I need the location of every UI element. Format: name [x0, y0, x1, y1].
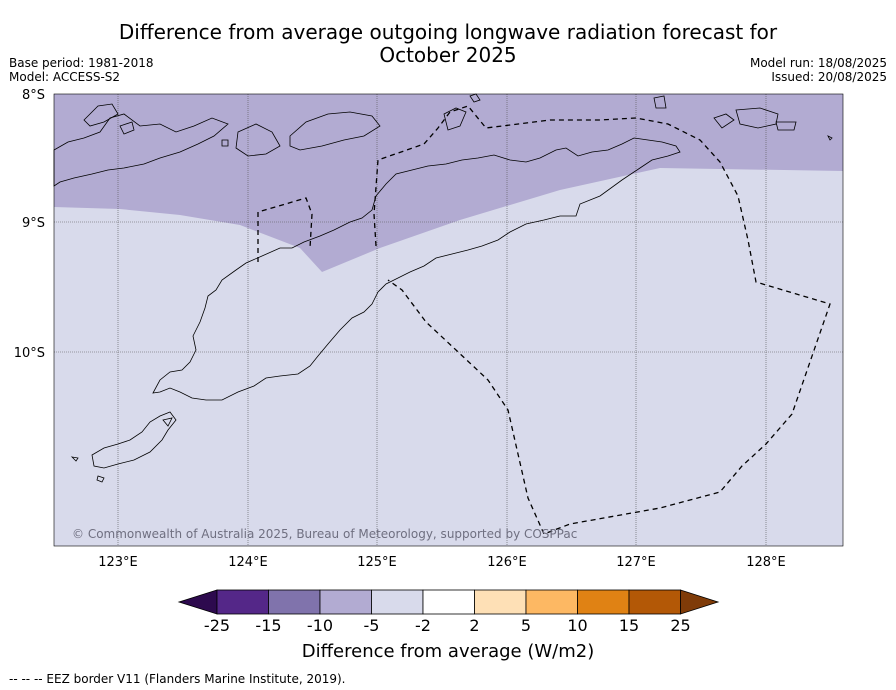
colorbar-tick: 15 [619, 616, 639, 635]
colorbar-label: Difference from average (W/m2) [301, 641, 595, 662]
model-text: Model: ACCESS-S2 [9, 70, 121, 84]
colorbar-tick: 2 [469, 616, 479, 635]
colorbar-tick: 5 [521, 616, 531, 635]
map-frame [53, 93, 844, 547]
small-islands-south [70, 417, 173, 483]
lon-label-125e: 125°E [357, 555, 397, 570]
colorbar-segment [216, 589, 269, 615]
lon-label-126e: 126°E [487, 555, 527, 570]
lon-label-127e: 127°E [616, 555, 656, 570]
colorbar-extend-high [680, 589, 720, 615]
colorbar-tick: 10 [567, 616, 587, 635]
lat-label-9s: 9°S [22, 216, 45, 231]
chart-title-line-2: October 2025 [379, 43, 517, 67]
colorbar-segment [628, 589, 681, 615]
model-run-text: Model run: 18/08/2025 [749, 56, 887, 70]
pantar-coastline [83, 103, 135, 135]
alor-islands-coastline [53, 113, 229, 187]
gridlines [54, 94, 843, 546]
small-islands-north [443, 93, 667, 131]
lat-label-8s: 8°S [22, 88, 45, 103]
lon-label-124e: 124°E [228, 555, 268, 570]
copyright-text: © Commonwealth of Australia 2025, Bureau… [72, 527, 577, 541]
colorbar-tick: -25 [204, 616, 230, 635]
wetar-coastline [289, 111, 381, 151]
colorbar-segment [371, 589, 424, 615]
leti-moa-islands [713, 107, 833, 141]
colorbar-segment [268, 589, 321, 615]
colorbar-tick: -10 [307, 616, 333, 635]
colorbar [177, 589, 720, 615]
colorbar-tick: -5 [364, 616, 380, 635]
lon-label-123e: 123°E [98, 555, 138, 570]
colorbar-segment [525, 589, 578, 615]
chart-title-line-1: Difference from average outgoing longwav… [118, 20, 778, 44]
colorbar-segment [422, 589, 475, 615]
colorbar-segment [577, 589, 630, 615]
eez-border-legend: -- -- -- EEZ border V11 (Flanders Marine… [9, 672, 346, 686]
colorbar-segment [319, 589, 372, 615]
issued-text: Issued: 20/08/2025 [771, 70, 887, 84]
anomaly-band-dark [54, 94, 843, 272]
colorbar-tick: -15 [255, 616, 281, 635]
colorbar-extend-low [177, 589, 218, 615]
base-period-text: Base period: 1981-2018 [9, 56, 154, 70]
colorbar-ticks: -25 -15 -10 -5 -2 2 5 10 15 25 [204, 616, 691, 635]
lat-label-10s: 10°S [14, 346, 45, 361]
eez-border [257, 105, 831, 535]
rote-island-coastline [91, 411, 177, 469]
timor-coastline [152, 137, 681, 401]
colorbar-segment [474, 589, 527, 615]
lon-label-128e: 128°E [746, 555, 786, 570]
colorbar-tick: -2 [415, 616, 431, 635]
atauro-coastline [221, 123, 281, 157]
colorbar-tick: 25 [670, 616, 690, 635]
